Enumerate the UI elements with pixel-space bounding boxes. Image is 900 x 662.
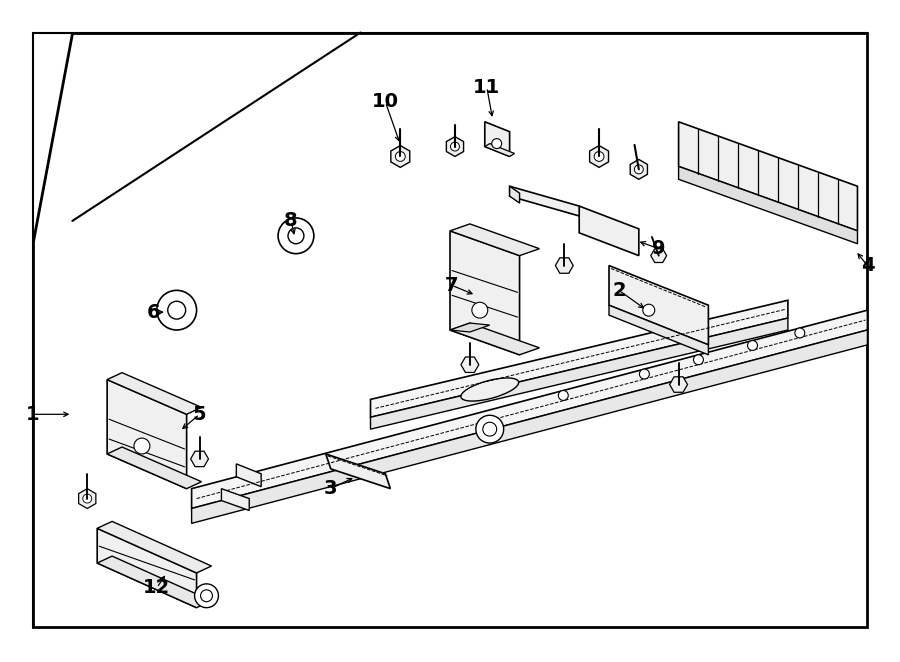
Circle shape bbox=[491, 138, 501, 148]
Polygon shape bbox=[450, 323, 490, 332]
Text: 11: 11 bbox=[473, 77, 500, 97]
Ellipse shape bbox=[461, 378, 518, 401]
Circle shape bbox=[288, 228, 304, 244]
Text: 12: 12 bbox=[143, 579, 170, 597]
Circle shape bbox=[83, 494, 92, 503]
Circle shape bbox=[395, 152, 405, 162]
Polygon shape bbox=[679, 122, 858, 231]
Polygon shape bbox=[326, 454, 391, 489]
Text: 7: 7 bbox=[446, 276, 459, 295]
Polygon shape bbox=[97, 556, 212, 608]
Text: 4: 4 bbox=[860, 256, 874, 275]
Polygon shape bbox=[371, 318, 788, 429]
Polygon shape bbox=[485, 144, 515, 156]
Polygon shape bbox=[609, 265, 708, 345]
Text: 1: 1 bbox=[26, 404, 40, 424]
Polygon shape bbox=[237, 464, 261, 487]
Polygon shape bbox=[97, 522, 212, 573]
Circle shape bbox=[558, 391, 568, 401]
Polygon shape bbox=[630, 160, 647, 179]
Circle shape bbox=[639, 369, 650, 379]
Circle shape bbox=[748, 340, 758, 350]
Polygon shape bbox=[509, 186, 519, 203]
Circle shape bbox=[643, 305, 654, 316]
Circle shape bbox=[194, 584, 219, 608]
Circle shape bbox=[157, 291, 196, 330]
Circle shape bbox=[482, 422, 497, 436]
Circle shape bbox=[201, 590, 212, 602]
Circle shape bbox=[278, 218, 314, 254]
Polygon shape bbox=[391, 146, 410, 167]
Text: 8: 8 bbox=[284, 211, 298, 230]
Polygon shape bbox=[555, 258, 573, 273]
Polygon shape bbox=[609, 305, 708, 355]
Polygon shape bbox=[590, 146, 608, 167]
Circle shape bbox=[167, 301, 185, 319]
Circle shape bbox=[451, 142, 459, 151]
Polygon shape bbox=[450, 323, 539, 355]
Polygon shape bbox=[670, 377, 688, 393]
Polygon shape bbox=[192, 330, 868, 524]
Polygon shape bbox=[509, 186, 580, 216]
Polygon shape bbox=[485, 122, 509, 156]
Polygon shape bbox=[192, 310, 868, 508]
Text: 6: 6 bbox=[147, 303, 161, 322]
Polygon shape bbox=[461, 357, 479, 373]
Polygon shape bbox=[107, 373, 202, 414]
Circle shape bbox=[634, 165, 644, 174]
Polygon shape bbox=[371, 301, 788, 417]
Polygon shape bbox=[446, 136, 464, 156]
Text: 5: 5 bbox=[193, 404, 206, 424]
Circle shape bbox=[134, 438, 150, 454]
Polygon shape bbox=[32, 32, 868, 628]
Circle shape bbox=[476, 415, 504, 443]
Text: 10: 10 bbox=[372, 93, 399, 111]
Polygon shape bbox=[78, 489, 96, 508]
Text: 9: 9 bbox=[652, 239, 665, 258]
Text: 3: 3 bbox=[324, 479, 338, 498]
Polygon shape bbox=[191, 451, 209, 467]
Polygon shape bbox=[107, 379, 186, 489]
Circle shape bbox=[694, 355, 704, 365]
Polygon shape bbox=[679, 166, 858, 244]
Polygon shape bbox=[221, 489, 249, 510]
Circle shape bbox=[795, 328, 805, 338]
Circle shape bbox=[594, 152, 604, 162]
Polygon shape bbox=[107, 447, 202, 489]
Text: 2: 2 bbox=[612, 281, 625, 300]
Polygon shape bbox=[651, 249, 667, 263]
Polygon shape bbox=[97, 528, 196, 608]
Polygon shape bbox=[32, 32, 868, 628]
Polygon shape bbox=[580, 206, 639, 256]
Circle shape bbox=[472, 303, 488, 318]
Polygon shape bbox=[450, 224, 539, 256]
Polygon shape bbox=[450, 231, 519, 355]
